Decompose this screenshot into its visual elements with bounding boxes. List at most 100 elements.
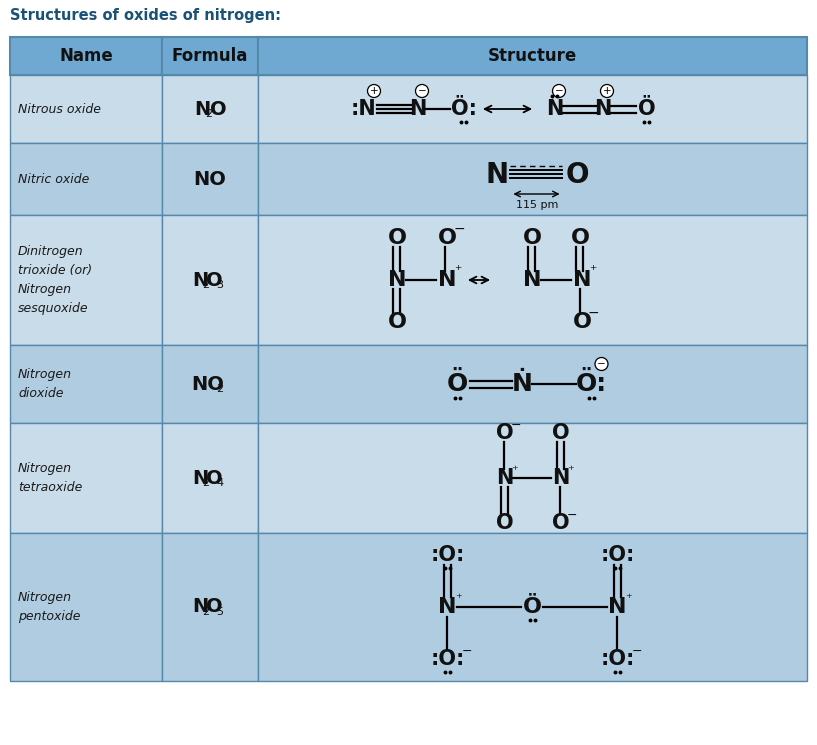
Text: −: − (555, 86, 564, 95)
Text: O: O (206, 270, 222, 290)
Bar (258, 345, 807, 423)
Text: 2: 2 (203, 280, 210, 290)
Text: N: N (438, 597, 457, 617)
Text: 2: 2 (203, 607, 210, 617)
Text: :N: :N (351, 99, 377, 119)
Text: 5: 5 (217, 607, 224, 617)
Text: O: O (551, 513, 569, 533)
Text: −: − (632, 644, 641, 658)
Bar (258, 143, 807, 215)
Text: O: O (387, 228, 407, 248)
Circle shape (595, 358, 608, 370)
Text: O: O (437, 228, 457, 248)
Text: −: − (597, 358, 606, 369)
Text: ⁺: ⁺ (589, 264, 596, 278)
Text: Name: Name (59, 47, 113, 65)
Text: +: + (369, 86, 378, 95)
Text: Formula: Formula (172, 47, 248, 65)
Text: 4: 4 (217, 478, 224, 488)
Text: N: N (573, 270, 592, 290)
Text: N: N (194, 100, 210, 118)
Text: O: O (573, 312, 592, 332)
Bar (162, 37, 258, 75)
Text: N: N (608, 597, 627, 617)
Bar (10, 345, 162, 423)
Text: N: N (496, 468, 513, 488)
Text: Ö: Ö (523, 597, 542, 617)
Text: 2: 2 (203, 478, 210, 488)
Text: N: N (594, 99, 612, 119)
Text: O: O (387, 312, 407, 332)
Bar (10, 533, 162, 681)
Text: Structures of oxides of nitrogen:: Structures of oxides of nitrogen: (10, 7, 281, 22)
Text: N: N (409, 99, 426, 119)
Bar (162, 143, 258, 215)
Bar (162, 345, 258, 423)
Text: O: O (570, 228, 590, 248)
Text: N: N (438, 270, 456, 290)
Text: O: O (496, 513, 513, 533)
Text: 2: 2 (217, 384, 224, 394)
Bar (162, 75, 258, 143)
Text: ⁺: ⁺ (455, 592, 462, 604)
Text: ⁺: ⁺ (625, 592, 632, 604)
Text: ⁺: ⁺ (567, 463, 574, 477)
Text: ⁺: ⁺ (511, 463, 518, 477)
Bar (10, 75, 162, 143)
Text: N: N (523, 270, 541, 290)
Bar (162, 215, 258, 345)
Text: :O:: :O: (431, 545, 465, 565)
Text: O: O (565, 161, 589, 189)
Text: Nitrogen
dioxide: Nitrogen dioxide (18, 368, 72, 400)
Bar (10, 423, 162, 533)
Text: −: − (462, 644, 471, 658)
Text: Nitrogen
pentoxide: Nitrogen pentoxide (18, 591, 81, 623)
Text: O: O (206, 469, 222, 487)
Bar (10, 37, 162, 75)
Text: −: − (417, 86, 426, 95)
Text: Structure: Structure (488, 47, 577, 65)
Bar (258, 75, 807, 143)
Text: Dinitrogen
trioxide (or)
Nitrogen
sesquoxide: Dinitrogen trioxide (or) Nitrogen sesquo… (18, 245, 92, 315)
Text: :O:: :O: (431, 649, 465, 669)
Text: 2: 2 (205, 109, 212, 119)
Text: ⁺: ⁺ (454, 264, 462, 278)
Bar (162, 533, 258, 681)
Bar (162, 423, 258, 533)
Text: Nitrogen
tetraoxide: Nitrogen tetraoxide (18, 462, 83, 494)
Text: N: N (192, 597, 208, 617)
Text: Ṅ: Ṅ (512, 372, 533, 396)
Text: O: O (496, 423, 513, 443)
Text: 3: 3 (217, 280, 224, 290)
Text: :O:: :O: (600, 649, 635, 669)
Text: 115 pm: 115 pm (516, 200, 559, 210)
Text: N: N (192, 270, 208, 290)
Text: N: N (486, 161, 509, 189)
Text: Ö:: Ö: (576, 372, 607, 396)
Text: O: O (210, 100, 226, 118)
Bar (258, 533, 807, 681)
Text: NO: NO (191, 375, 225, 393)
Text: Nitric oxide: Nitric oxide (18, 173, 89, 186)
Text: −: − (587, 306, 599, 320)
Text: O: O (523, 228, 542, 248)
Text: O: O (551, 423, 569, 443)
Bar (258, 215, 807, 345)
Text: Ö: Ö (638, 99, 656, 119)
Text: +: + (603, 86, 611, 95)
Text: −: − (453, 222, 465, 236)
Circle shape (416, 84, 428, 98)
Text: NO: NO (194, 170, 226, 188)
Circle shape (600, 84, 614, 98)
Text: Ö:: Ö: (451, 99, 477, 119)
Text: :O:: :O: (600, 545, 635, 565)
Circle shape (368, 84, 381, 98)
Text: N: N (547, 99, 564, 119)
Text: Ö: Ö (447, 372, 468, 396)
Text: N: N (551, 468, 569, 488)
Text: N: N (192, 469, 208, 487)
Text: Nitrous oxide: Nitrous oxide (18, 103, 101, 115)
Bar (258, 37, 807, 75)
Circle shape (552, 84, 565, 98)
Bar (258, 423, 807, 533)
